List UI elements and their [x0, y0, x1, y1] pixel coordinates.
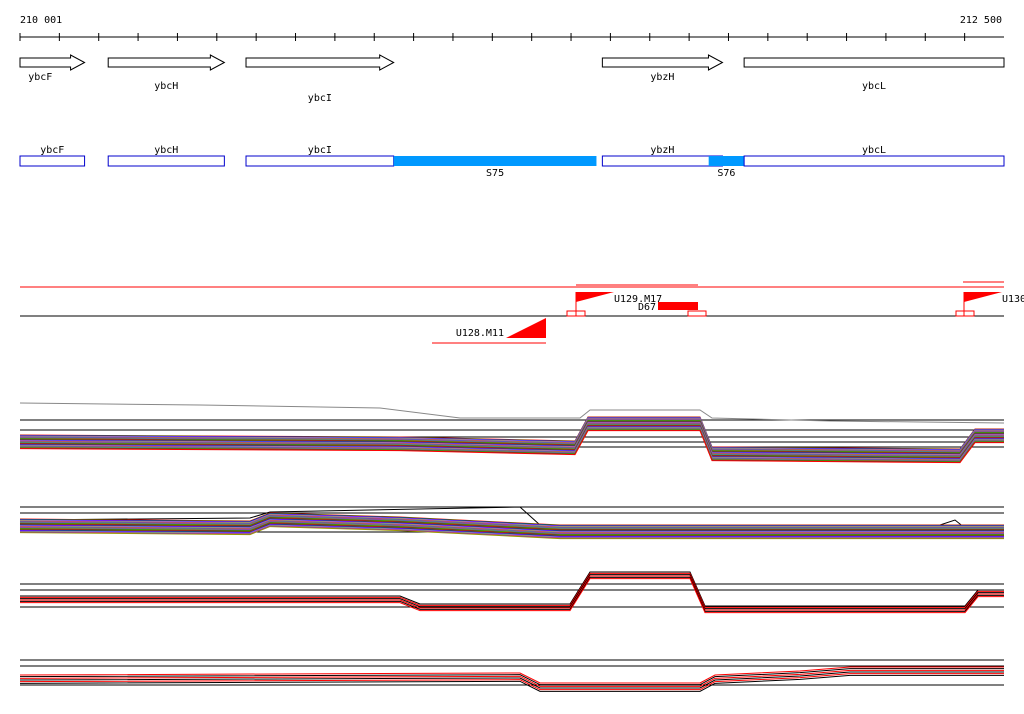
expression-profiles: [19, 402, 1005, 692]
gene-track: ybcF ybcH ybcI ybzH ybcL: [19, 54, 1005, 104]
transcript-label: U129.M17: [614, 294, 662, 305]
deletion-block[interactable]: [658, 302, 698, 310]
segment-label: ybcL: [862, 145, 886, 156]
transcript-flag[interactable]: [506, 318, 546, 338]
profile-line: [20, 578, 1004, 614]
feature-marker: [687, 310, 707, 317]
profile-panel-2: [19, 512, 1004, 540]
deletion-label: D67: [638, 302, 656, 313]
transcript-flag[interactable]: [576, 292, 614, 302]
profile-line: [20, 572, 1004, 608]
segment-label: ybcF: [40, 145, 64, 156]
segment-box[interactable]: [107, 155, 225, 167]
segment-track: ybcF ybcH ybcI S75 ybzH S76 ybcL: [19, 145, 1005, 179]
gene-label: ybcH: [154, 81, 178, 92]
profile-line: [19, 402, 1005, 424]
profile-line: [19, 674, 1004, 692]
segment-label: S75: [486, 168, 504, 179]
feature-marker: [955, 310, 975, 317]
gene-arrow[interactable]: [601, 54, 724, 71]
profile-line: [19, 669, 1004, 687]
segment-label: S76: [717, 168, 735, 179]
ruler-start-label: 210 001: [20, 15, 62, 26]
transcript-label: U128.M11: [456, 328, 504, 339]
segment-label: ybcH: [154, 145, 178, 156]
gene-label: ybzH: [650, 72, 674, 83]
segment-label: ybcI: [308, 145, 332, 156]
profile-line: [19, 673, 1004, 691]
segment-label: ybzH: [650, 145, 674, 156]
profile-line: [19, 671, 1004, 689]
profile-line: [19, 526, 1004, 540]
profile-line: [19, 666, 1004, 684]
gene-arrow[interactable]: [19, 54, 86, 71]
transcript-label: U130: [1002, 294, 1024, 305]
transcript-flag[interactable]: [964, 292, 1002, 302]
profile-line: [20, 575, 1004, 611]
gene-label: ybcI: [308, 93, 332, 104]
gene-arrow[interactable]: [743, 57, 1005, 68]
feature-marker: [566, 310, 586, 317]
ruler-ticks: [19, 33, 966, 41]
segment-intergenic[interactable]: [393, 156, 597, 166]
segment-box[interactable]: [245, 155, 395, 167]
profile-panel-3: [20, 571, 1004, 614]
profile-line: [20, 571, 1004, 607]
gene-label: ybcL: [862, 81, 886, 92]
feature-track: U129.M17 U128.M11 U130 D67: [20, 281, 1024, 344]
segment-intergenic[interactable]: [708, 156, 745, 166]
profile-line: [20, 576, 1004, 612]
segment-box[interactable]: [19, 155, 86, 167]
segment-box[interactable]: [743, 155, 1005, 167]
ruler-end-label: 212 500: [960, 15, 1002, 26]
profile-line: [19, 430, 1004, 464]
profile-panel-4: [19, 666, 1004, 692]
coordinate-ruler: 210 001 212 500: [19, 15, 1004, 41]
profile-panel-1: [19, 416, 1004, 464]
gene-label: ybcF: [28, 72, 52, 83]
segment-box[interactable]: [601, 155, 723, 167]
gene-arrow[interactable]: [107, 54, 226, 71]
profile-line: [20, 574, 1004, 610]
gene-arrow[interactable]: [245, 54, 395, 71]
profile-line: [19, 668, 1004, 686]
